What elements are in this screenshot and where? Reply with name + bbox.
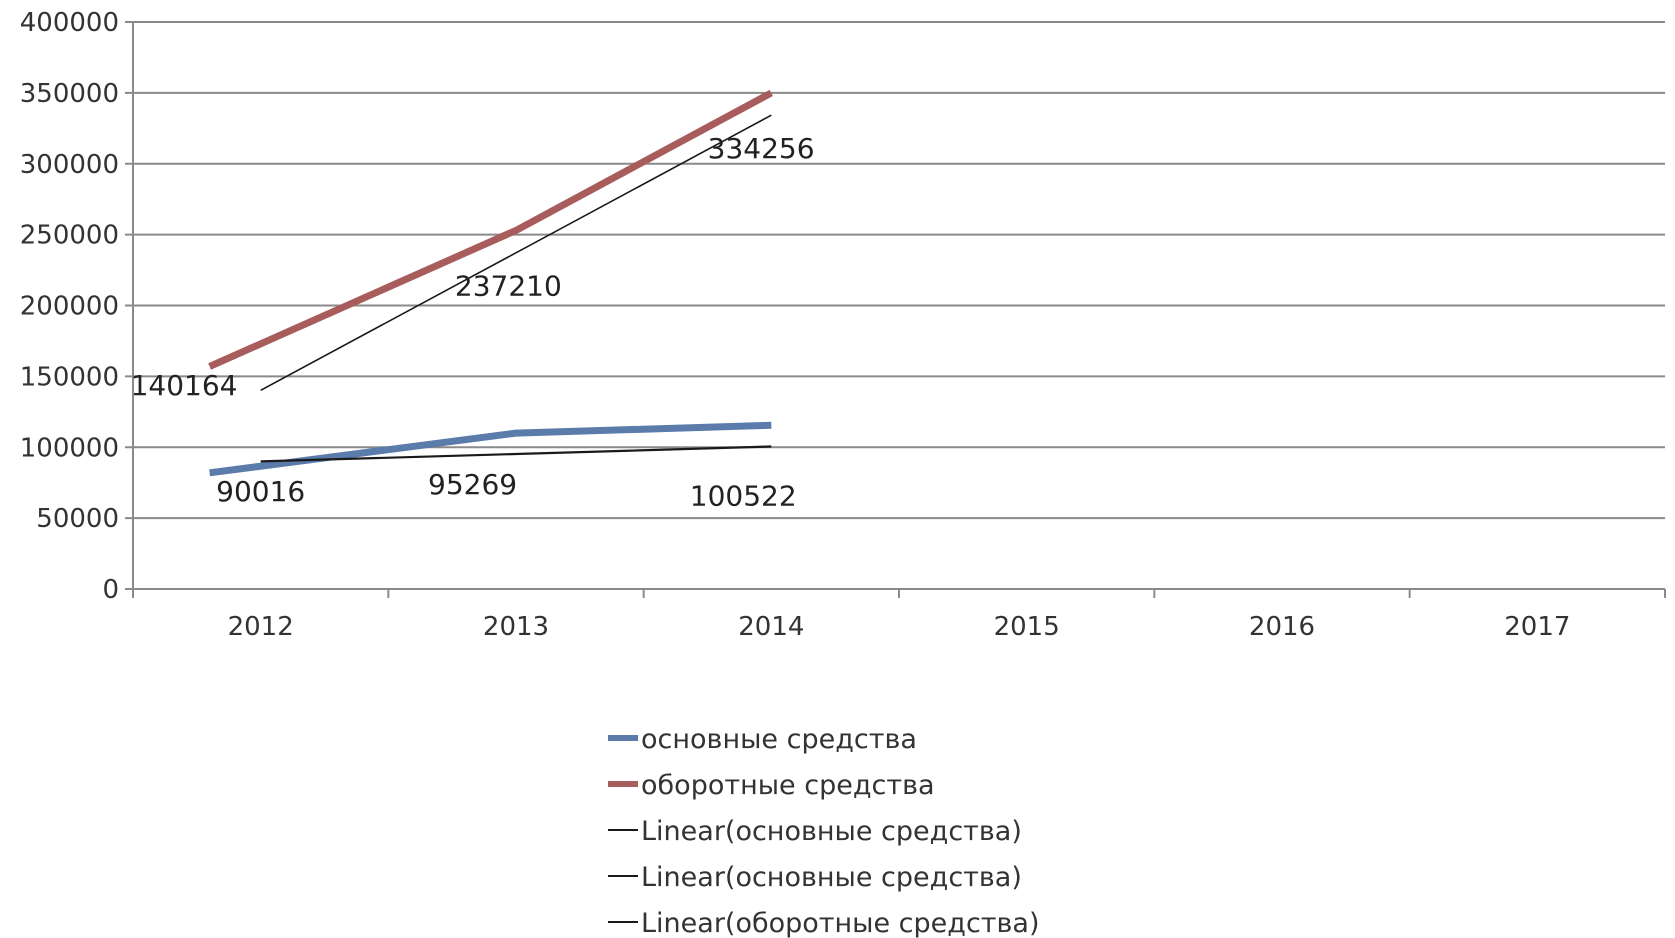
x-tick-label: 2017	[1504, 612, 1570, 642]
legend-label: Linear(основные средства)	[641, 816, 1022, 847]
legend-label: оборотные средства	[641, 770, 935, 801]
y-tick-label: 350000	[20, 79, 119, 109]
y-tick-label: 250000	[20, 221, 119, 251]
x-tick-label: 2015	[994, 612, 1060, 642]
data-label: 140164	[131, 369, 238, 402]
x-tick-label: 2013	[483, 612, 549, 642]
y-tick-label: 0	[102, 575, 119, 605]
legend-label: Linear(оборотные средства)	[641, 908, 1040, 938]
x-tick-label: 2016	[1249, 612, 1315, 642]
x-tick-label: 2014	[738, 612, 804, 642]
y-tick-label: 300000	[20, 150, 119, 180]
legend-label: основные средства	[641, 724, 917, 755]
y-tick-label: 100000	[20, 433, 119, 463]
series-line	[260, 114, 772, 392]
data-label: 90016	[216, 475, 305, 508]
data-label: 95269	[428, 468, 517, 501]
y-tick-label: 400000	[20, 8, 119, 38]
y-tick-label: 150000	[20, 362, 119, 392]
y-tick-label: 200000	[20, 292, 119, 322]
series-line	[208, 89, 773, 370]
y-tick-label: 50000	[36, 504, 119, 534]
legend-label: Linear(основные средства)	[641, 862, 1022, 893]
data-label: 237210	[455, 270, 562, 303]
data-label: 334256	[708, 132, 815, 165]
series-line	[260, 445, 772, 463]
data-label: 100522	[690, 479, 797, 512]
x-tick-label: 2012	[228, 612, 294, 642]
